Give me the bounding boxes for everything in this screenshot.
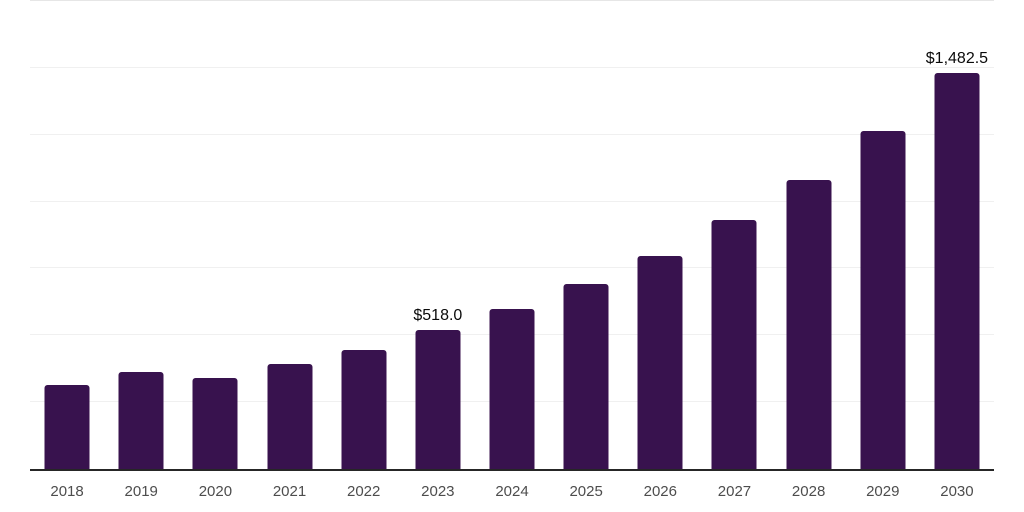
x-tick-label: 2026 <box>643 483 677 500</box>
bar-2025 <box>563 284 609 469</box>
bar-2021 <box>267 364 313 469</box>
plot-area: $518.0 $1,482.5 <box>30 0 994 471</box>
gridline <box>30 133 994 135</box>
gridline <box>30 200 994 202</box>
x-tick-label: 2027 <box>717 483 752 500</box>
gridline <box>30 267 994 269</box>
x-tick-label: 2018 <box>50 483 84 500</box>
x-tick-label: 2021 <box>272 483 307 500</box>
x-tick-label: 2025 <box>569 483 603 500</box>
bar-value-label: $1,482.5 <box>925 49 989 67</box>
x-tick-label: 2019 <box>124 483 158 500</box>
bar-2027 <box>711 220 757 469</box>
x-tick-label: 2020 <box>198 483 233 500</box>
x-tick-label: 2024 <box>495 483 529 500</box>
bar-2018 <box>44 385 90 469</box>
x-axis: 2018 2019 2020 2021 2022 2023 2024 2025 2026 2027… <box>30 483 994 503</box>
x-tick-label: 2030 <box>940 483 974 500</box>
bar-2026 <box>637 255 683 469</box>
bar-2024 <box>489 309 535 469</box>
x-tick-label: 2028 <box>791 483 826 500</box>
x-tick-label: 2029 <box>866 483 900 500</box>
bar-2028 <box>786 179 832 469</box>
bar-2029 <box>860 130 906 469</box>
bar-2020 <box>192 378 238 469</box>
bar-2019 <box>118 371 164 469</box>
gridline <box>30 0 994 1</box>
bar-2023 <box>415 330 461 469</box>
gridline <box>30 66 994 68</box>
bar-2030 <box>934 72 980 469</box>
x-tick-label: 2022 <box>347 483 381 500</box>
bar-value-label: $518.0 <box>413 307 463 325</box>
bar-2022 <box>341 350 387 469</box>
x-tick-label: 2023 <box>421 483 455 500</box>
